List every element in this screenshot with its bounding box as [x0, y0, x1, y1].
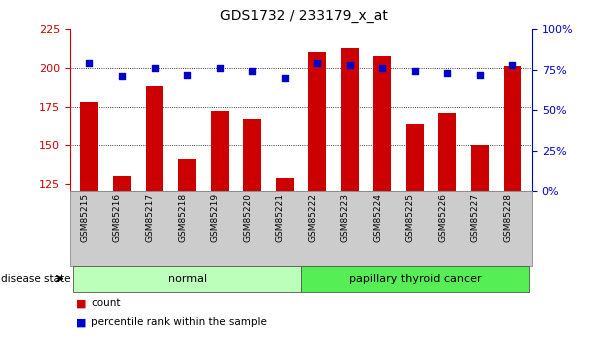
Text: GSM85222: GSM85222 [308, 193, 317, 242]
Point [215, 66, 224, 71]
Text: GSM85220: GSM85220 [243, 193, 252, 242]
Point [410, 69, 420, 74]
Text: GSM85221: GSM85221 [275, 193, 285, 242]
Point [182, 72, 192, 78]
Text: GSM85226: GSM85226 [438, 193, 447, 242]
Point [443, 70, 452, 76]
Text: percentile rank within the sample: percentile rank within the sample [91, 317, 267, 327]
Text: GSM85218: GSM85218 [178, 193, 187, 242]
Bar [503, 66, 522, 191]
Point [313, 61, 322, 66]
Bar [145, 87, 164, 191]
Text: GSM85227: GSM85227 [471, 193, 480, 242]
Text: count: count [91, 298, 121, 308]
Text: GSM85215: GSM85215 [80, 193, 89, 242]
Bar [341, 48, 359, 191]
Text: disease state: disease state [1, 274, 70, 284]
Text: GSM85228: GSM85228 [503, 193, 513, 242]
Text: GSM85216: GSM85216 [113, 193, 122, 242]
Point [508, 62, 517, 68]
Point [378, 66, 387, 71]
Point [85, 61, 94, 66]
Text: GSM85219: GSM85219 [210, 193, 219, 242]
Bar [471, 145, 489, 191]
Point [280, 75, 289, 81]
Bar [406, 124, 424, 191]
Bar [308, 52, 326, 191]
Point [345, 62, 354, 68]
Text: ■: ■ [76, 317, 86, 327]
Text: GSM85217: GSM85217 [145, 193, 154, 242]
Point [150, 66, 159, 71]
Text: GSM85223: GSM85223 [340, 193, 350, 242]
Bar [178, 159, 196, 191]
Bar [373, 56, 392, 191]
Bar [113, 176, 131, 191]
Text: normal: normal [168, 274, 207, 284]
Point [247, 69, 257, 74]
Text: GSM85225: GSM85225 [406, 193, 415, 242]
Text: GSM85224: GSM85224 [373, 193, 382, 242]
Bar [243, 119, 261, 191]
Bar [438, 113, 457, 191]
Point [117, 73, 127, 79]
Bar [80, 102, 98, 191]
Text: ■: ■ [76, 298, 86, 308]
Bar [210, 111, 229, 191]
Point [475, 72, 485, 78]
Bar [276, 178, 294, 191]
Text: GDS1732 / 233179_x_at: GDS1732 / 233179_x_at [220, 9, 388, 23]
Text: papillary thyroid cancer: papillary thyroid cancer [348, 274, 481, 284]
